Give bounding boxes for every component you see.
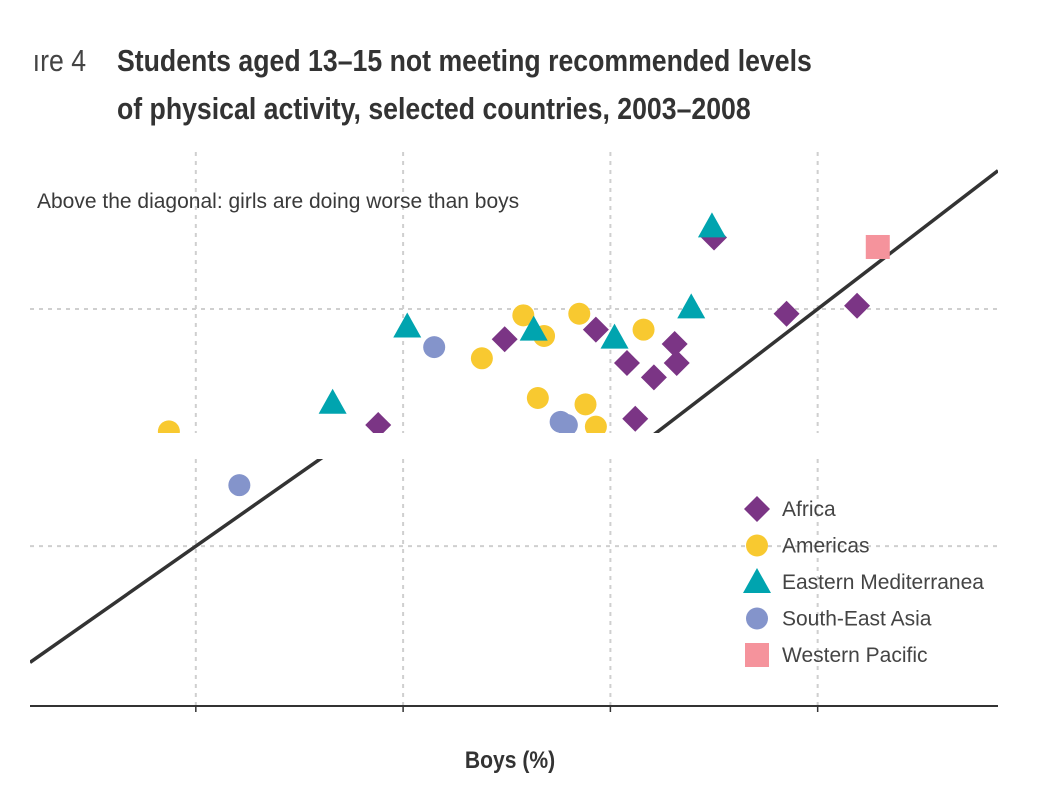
point-africa xyxy=(365,412,392,433)
point-eastern-mediterranea xyxy=(393,312,422,338)
point-americas xyxy=(512,304,535,327)
diagonal-upper xyxy=(653,169,998,433)
legend-marker-western-pacific xyxy=(745,643,769,667)
point-south-east-asia xyxy=(423,336,446,359)
legend: Africa Americas Eastern Mediterranea South-… xyxy=(743,496,984,667)
diagonal-line xyxy=(30,169,998,664)
x-axis-ticks xyxy=(195,706,819,712)
point-south-east-asia xyxy=(555,414,578,433)
point-americas xyxy=(574,393,597,416)
point-americas xyxy=(632,318,655,341)
title-line-1: Students aged 13–15 not meeting recommen… xyxy=(116,43,812,78)
diagonal-lower xyxy=(30,459,324,664)
point-americas xyxy=(470,347,493,370)
point-americas xyxy=(568,302,591,325)
legend-label: Western Pacific xyxy=(782,644,928,667)
point-africa xyxy=(622,405,649,432)
legend-label: Eastern Mediterranea xyxy=(782,571,984,594)
point-americas xyxy=(584,415,607,433)
point-south-east-asia xyxy=(228,474,251,497)
legend-label: Americas xyxy=(782,535,870,558)
legend-marker-americas xyxy=(746,534,768,557)
legend-label: Africa xyxy=(782,498,836,521)
legend-item-eastern-mediterranea: Eastern Mediterranea xyxy=(743,568,984,594)
grid xyxy=(30,152,998,706)
legend-marker-south-east-asia xyxy=(746,607,768,630)
annotation-text: Above the diagonal: girls are doing wors… xyxy=(37,190,519,213)
point-africa xyxy=(613,350,640,377)
legend-item-africa: Africa xyxy=(744,496,836,522)
point-africa xyxy=(844,292,871,319)
legend-label: South-East Asia xyxy=(782,608,932,631)
legend-item-south-east-asia: South-East Asia xyxy=(746,607,932,631)
points-upper-panel xyxy=(157,212,890,433)
legend-marker-africa xyxy=(744,496,770,522)
point-eastern-mediterranea xyxy=(677,293,706,319)
point-africa xyxy=(773,300,800,327)
x-axis-label: Boys (%) xyxy=(465,747,555,774)
points-lower-panel xyxy=(228,474,251,497)
point-africa xyxy=(582,316,609,343)
point-africa xyxy=(661,330,688,357)
figure-number: ıre 4 xyxy=(32,43,87,78)
point-americas xyxy=(526,387,549,410)
point-eastern-mediterranea xyxy=(697,212,726,238)
point-eastern-mediterranea xyxy=(600,323,629,349)
point-eastern-mediterranea xyxy=(519,315,548,341)
point-western-pacific xyxy=(865,234,890,259)
legend-item-americas: Americas xyxy=(746,534,870,558)
point-eastern-mediterranea xyxy=(318,388,347,414)
point-africa xyxy=(491,326,518,353)
legend-item-western-pacific: Western Pacific xyxy=(745,643,928,667)
title-line-2: of physical activity, selected countries… xyxy=(116,91,751,126)
point-africa xyxy=(640,364,667,391)
legend-marker-eastern-mediterranea xyxy=(743,568,771,593)
point-africa xyxy=(663,350,690,377)
point-americas xyxy=(157,420,180,433)
